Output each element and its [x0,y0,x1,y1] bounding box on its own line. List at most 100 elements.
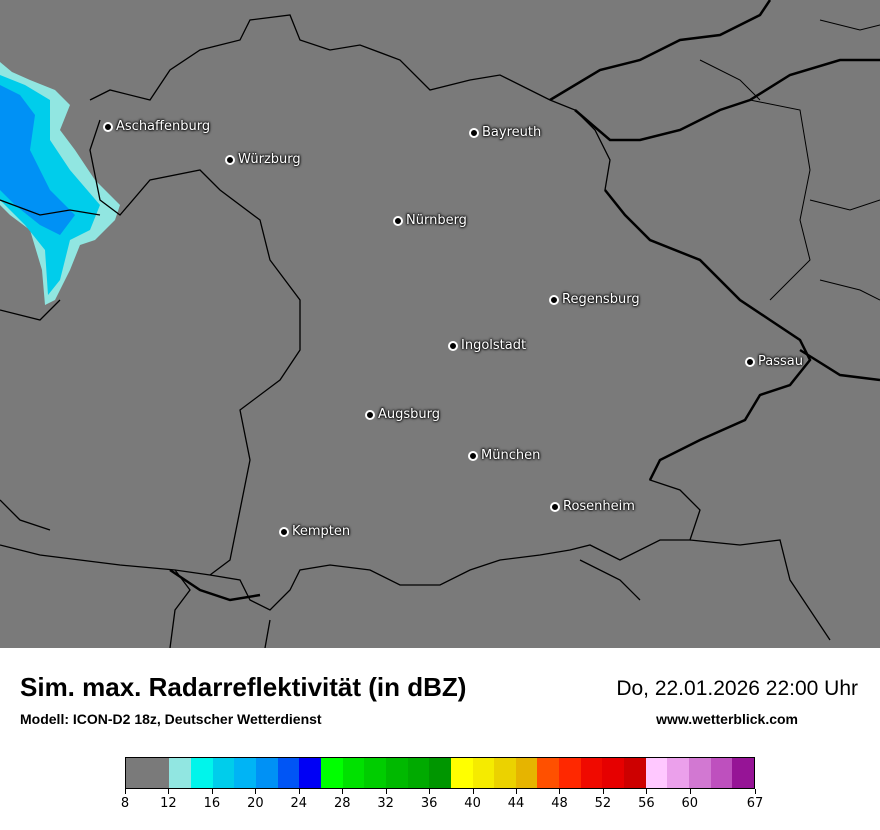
city-wuerzburg: Würzburg [225,152,301,167]
legend-tick [429,789,431,794]
legend-swatch [126,758,170,788]
legend-tick [472,789,474,794]
legend-swatch [364,758,386,788]
city-label: Ingolstadt [461,338,527,353]
model-info: Modell: ICON-D2 18z, Deutscher Wetterdie… [20,711,322,727]
city-marker-icon [393,215,403,226]
legend-tick-label: 20 [247,796,264,811]
legend-swatch [385,758,408,788]
city-ingolstadt: Ingolstadt [448,338,526,353]
city-augsburg: Augsburg [365,407,440,422]
city-marker-icon [225,154,235,165]
city-marker-icon [103,121,113,132]
legend-tick-label: 40 [464,796,481,811]
legend-tick-label: 32 [377,796,394,811]
legend-tick-label: 16 [203,796,221,811]
legend-tick-label: 12 [160,796,177,811]
forecast-datetime: Do, 22.01.2026 22:00 Uhr [616,677,858,700]
city-label: Augsburg [378,407,441,422]
city-label: Regensburg [562,292,640,307]
legend-swatch [732,758,755,788]
legend-swatch [299,758,321,788]
legend-swatch [472,758,495,788]
legend-swatch [277,758,300,788]
city-aschaffenburg: Aschaffenburg [103,119,210,134]
legend-tick [125,789,126,794]
legend-tick-label: 44 [507,796,525,811]
legend-swatch [450,758,473,788]
legend-swatch [169,758,191,788]
legend-tick [602,789,604,794]
legend-tick [646,789,648,794]
precipitation-area [0,62,120,305]
legend-tick [689,789,691,794]
legend-swatch [580,758,603,788]
city-marker-icon [469,127,479,138]
city-passau: Passau [745,354,803,369]
city-label: Kempten [292,524,351,539]
legend-tick [755,789,756,794]
city-marker-icon [549,294,559,305]
legend-tick-label: 67 [746,796,764,811]
city-bayreuth: Bayreuth [469,125,541,140]
city-marker-icon [468,450,478,461]
map-borders [0,0,880,648]
city-rosenheim: Rosenheim [550,499,635,514]
legend-swatch [255,758,278,788]
legend-tick [342,789,344,794]
legend-swatch [667,758,690,788]
color-legend [125,757,755,789]
legend-swatch [212,758,235,788]
city-regensburg: Regensburg [549,292,640,307]
city-muenchen: München [468,448,540,463]
legend-tick-label: 24 [290,796,308,811]
city-kempten: Kempten [279,524,350,539]
legend-swatch [710,758,733,788]
city-label: Bayreuth [482,125,542,140]
city-label: Rosenheim [563,499,635,514]
legend-tick [298,789,300,794]
legend-swatch [559,758,581,788]
city-marker-icon [279,526,289,537]
city-label: Nürnberg [406,213,467,228]
legend-tick-label: 60 [681,796,699,811]
map-title: Sim. max. Radarreflektivität (in dBZ) [20,672,467,702]
legend-tick-label: 56 [638,796,655,811]
legend-tick-label: 52 [594,796,612,811]
legend-swatch [645,758,668,788]
legend-tick [516,789,518,794]
legend-tick [168,789,170,794]
legend-swatch [320,758,343,788]
radar-map[interactable]: Aschaffenburg Würzburg Bayreuth Nürnberg… [0,0,880,648]
legend-swatch [342,758,365,788]
legend-swatch [234,758,256,788]
legend-swatch [537,758,560,788]
legend-swatch [407,758,430,788]
website-link[interactable]: www.wetterblick.com [656,711,798,727]
legend-swatch [689,758,711,788]
legend-tick [559,789,561,794]
legend-swatch [624,758,646,788]
legend-tick-label: 8 [120,796,130,811]
legend-swatch [602,758,625,788]
legend-tick [255,789,257,794]
legend-swatch [190,758,213,788]
legend-tick-label: 36 [420,796,438,811]
legend-tick-label: 28 [333,796,351,811]
city-marker-icon [745,356,755,367]
city-marker-icon [550,501,560,512]
city-label: München [481,448,541,463]
legend-tick [211,789,213,794]
legend-ticks: 8 12 16 20 24 28 32 36 40 44 48 52 56 60 67 [121,789,763,819]
city-label: Würzburg [238,152,301,167]
legend-tick [385,789,387,794]
legend-tick-label: 48 [551,796,568,811]
city-marker-icon [365,409,375,420]
city-nuernberg: Nürnberg [393,213,467,228]
city-label: Passau [758,354,803,369]
city-label: Aschaffenburg [116,119,211,134]
legend-swatch [515,758,538,788]
city-marker-icon [448,340,458,351]
legend-swatch [494,758,516,788]
legend-swatch [429,758,451,788]
